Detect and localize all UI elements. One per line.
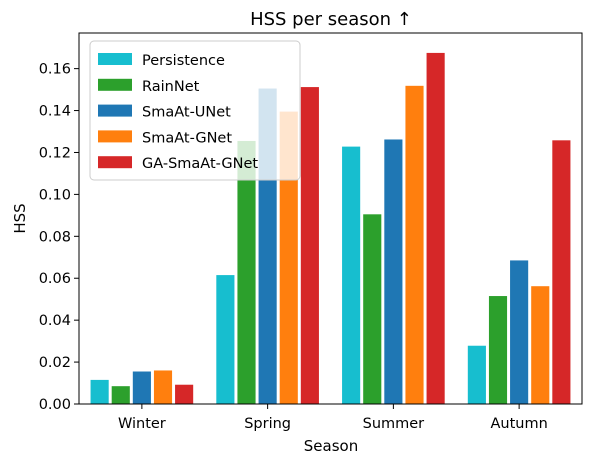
chart-title: HSS per season ↑ <box>250 9 412 30</box>
x-tick-label: Spring <box>244 416 291 432</box>
bar-spring-rainnet <box>237 140 256 404</box>
bar-autumn-ga-smaat-gnet <box>552 140 571 404</box>
legend-label: GA-SmaAt-GNet <box>142 156 258 172</box>
bar-winter-persistence <box>90 379 109 404</box>
bar-summer-smaat-gnet <box>405 85 424 404</box>
bar-spring-persistence <box>216 275 235 404</box>
legend-swatch-rainnet <box>98 78 132 91</box>
y-tick-label: 0.06 <box>39 271 71 287</box>
y-axis: 0.00 0.02 0.04 0.06 0.08 0.10 0.12 0.14 0.16 <box>39 62 79 413</box>
legend-label: Persistence <box>142 53 225 69</box>
bar-summer-ga-smaat-gnet <box>426 52 445 404</box>
x-tick-label: Winter <box>118 416 166 432</box>
y-tick-label: 0.16 <box>39 62 71 78</box>
bar-winter-rainnet <box>111 386 130 404</box>
bar-summer-rainnet <box>363 214 382 404</box>
legend-box <box>89 40 301 181</box>
x-tick-label: Autumn <box>490 416 547 432</box>
legend: Persistence RainNet SmaAt-UNet SmaAt-GNet GA… <box>89 40 301 181</box>
bar-summer-persistence <box>342 146 361 405</box>
legend-swatch-smaat-unet <box>98 104 132 117</box>
y-tick-label: 0.12 <box>39 145 71 161</box>
bar-autumn-smaat-unet <box>510 260 529 404</box>
legend-swatch-ga-smaat-gnet <box>98 156 132 169</box>
y-tick-label: 0.02 <box>39 355 71 371</box>
bar-spring-ga-smaat-gnet <box>300 87 319 404</box>
y-tick-label: 0.10 <box>39 187 71 203</box>
legend-label: SmaAt-UNet <box>142 105 231 121</box>
bar-winter-ga-smaat-gnet <box>175 384 194 404</box>
y-tick-label: 0.08 <box>39 229 71 245</box>
x-axis-label: Season <box>304 437 358 455</box>
y-axis-label: HSS <box>11 203 29 233</box>
legend-label: SmaAt-GNet <box>142 130 232 146</box>
x-axis: Winter Spring Summer Autumn <box>118 404 548 432</box>
plot-frame <box>78 32 583 405</box>
bar-autumn-rainnet <box>488 296 508 404</box>
bar-spring-smaat-gnet <box>279 111 298 404</box>
legend-swatch-persistence <box>98 53 132 65</box>
legend-label: RainNet <box>142 79 200 95</box>
x-tick-label: Summer <box>363 416 425 432</box>
y-tick-label: 0.14 <box>39 104 71 120</box>
bar-autumn-smaat-gnet <box>531 286 550 404</box>
y-tick-label: 0.00 <box>39 397 71 413</box>
legend-swatch-smaat-gnet <box>98 130 132 143</box>
bar-summer-smaat-unet <box>384 139 403 405</box>
bar-winter-smaat-gnet <box>153 370 173 404</box>
bar-winter-smaat-unet <box>132 371 151 404</box>
bar-autumn-persistence <box>467 345 486 404</box>
y-tick-label: 0.04 <box>39 313 71 329</box>
